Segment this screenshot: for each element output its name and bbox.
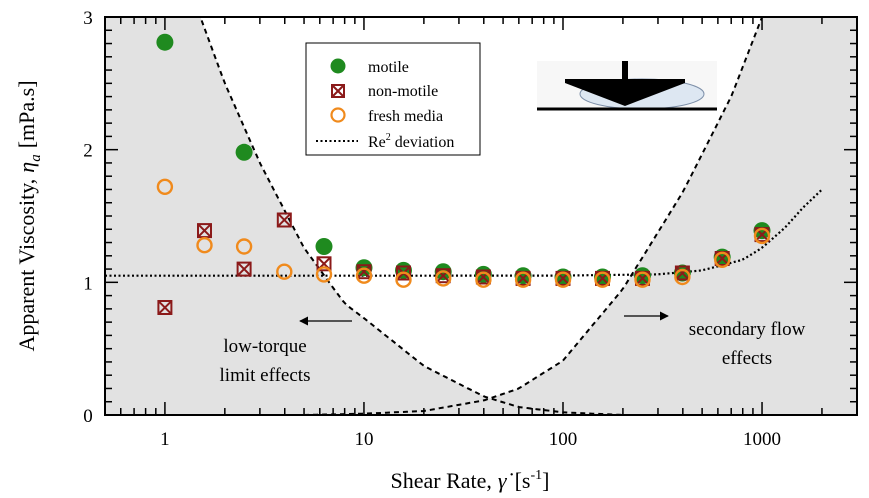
point-motile <box>753 222 771 240</box>
y-tick-label: 1 <box>83 273 93 294</box>
point-fresh-media <box>514 271 532 288</box>
x-tick-label: 1000 <box>743 429 781 450</box>
legend-label-re-deviation: Re2 deviation <box>368 132 454 151</box>
secondary-flow-label-line1: secondary flow <box>689 319 806 340</box>
x-tick-label: 10 <box>354 429 373 450</box>
boundary-curves <box>105 17 823 415</box>
point-fresh-media <box>475 271 492 288</box>
legend-marker-non-motile <box>331 84 345 98</box>
point-fresh-media <box>714 251 731 268</box>
point-motile <box>235 143 253 161</box>
point-fresh-media <box>315 266 333 283</box>
legend-marker-motile <box>330 58 346 74</box>
point-fresh-media <box>355 267 373 284</box>
data-markers <box>156 33 771 315</box>
point-non-motile <box>157 300 173 315</box>
legend: motile non-motile fresh media Re2 deviat… <box>305 42 481 156</box>
legend-label-motile: motile <box>368 59 409 76</box>
low-torque-label-line2: limit effects <box>220 365 311 386</box>
point-fresh-media <box>753 227 771 245</box>
point-motile <box>315 238 333 255</box>
y-tick-label: 3 <box>83 8 93 29</box>
shade-low-torque <box>105 17 623 415</box>
point-non-motile <box>276 212 292 228</box>
x-tick-label: 1 <box>160 429 170 450</box>
legend-label-non-motile: non-motile <box>368 83 438 100</box>
legend-label-fresh-media: fresh media <box>368 108 443 125</box>
point-fresh-media <box>674 268 691 286</box>
point-motile <box>156 33 174 51</box>
shade-secondary-flow <box>304 17 857 415</box>
shaded-regions <box>105 17 857 415</box>
x-tick-label: 100 <box>549 429 578 450</box>
cone-plate-inset <box>537 61 717 111</box>
point-fresh-media <box>634 271 651 288</box>
point-fresh-media <box>156 178 174 196</box>
point-non-motile <box>236 261 252 277</box>
y-tick-label: 2 <box>83 141 93 162</box>
x-axis-label: Shear Rate, γ̇ [s-1] <box>391 468 550 493</box>
point-fresh-media <box>395 271 412 288</box>
point-fresh-media <box>554 271 572 288</box>
point-fresh-media <box>435 270 452 287</box>
axis-tick-labels: 1 10 100 1000 0 1 2 3 <box>83 8 781 450</box>
legend-marker-fresh-media <box>330 107 346 123</box>
boundary-curve-low-torque <box>199 17 623 415</box>
secondary-flow-label-line2: effects <box>722 348 772 369</box>
point-fresh-media <box>276 263 293 280</box>
axis-ticks <box>104 16 858 416</box>
point-fresh-media <box>196 236 213 254</box>
inset-cone <box>565 79 685 106</box>
point-fresh-media <box>235 238 253 255</box>
low-torque-label-line1: low-torque <box>223 336 306 357</box>
inset-spindle <box>622 61 628 79</box>
y-axis-label: Apparent Viscosity,ηa[mPa.s] <box>14 80 44 351</box>
point-fresh-media <box>594 271 611 288</box>
boundary-curve-secondary-flow <box>303 17 764 415</box>
y-tick-label: 0 <box>83 406 93 427</box>
